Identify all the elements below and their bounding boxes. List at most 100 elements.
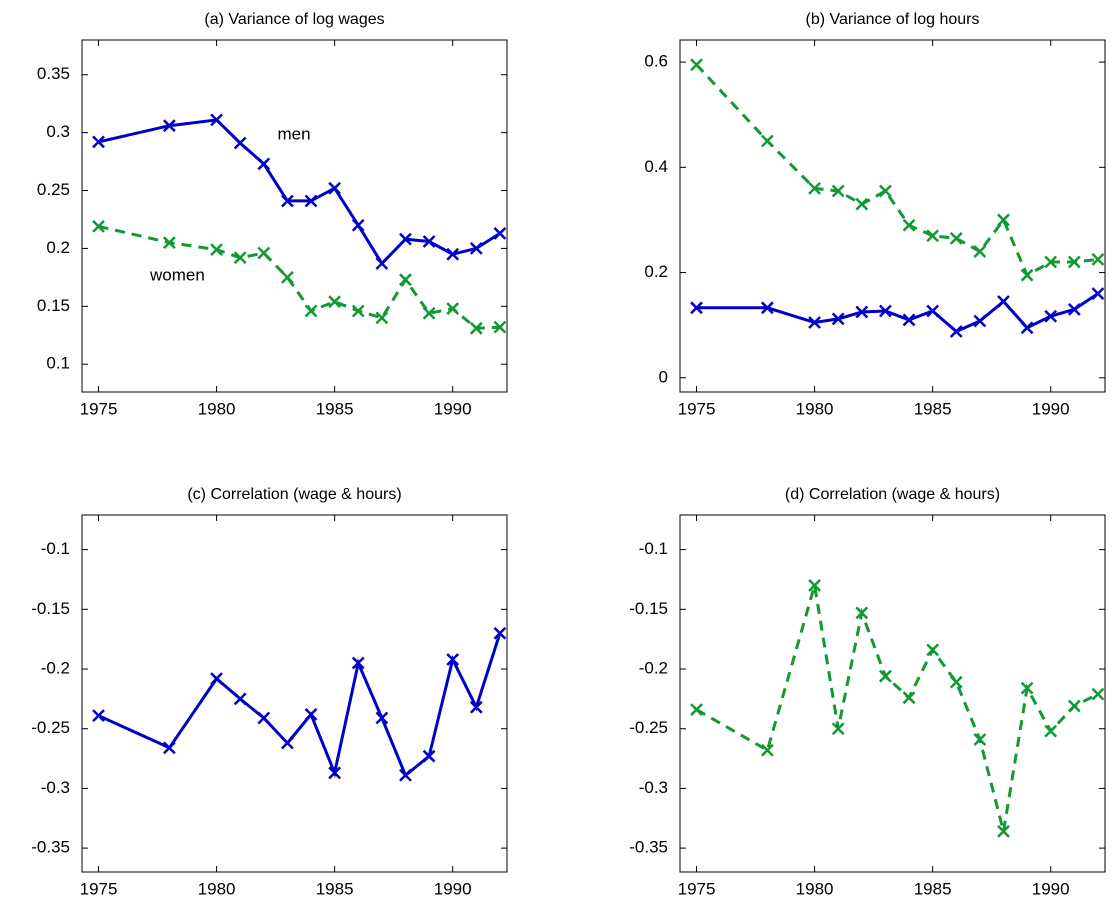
marker <box>808 181 821 195</box>
y-tick-label: -0.1 <box>41 539 70 558</box>
x-tick-label: 1980 <box>796 399 834 418</box>
marker <box>375 711 389 725</box>
marker <box>831 184 845 198</box>
marker <box>399 232 412 246</box>
marker <box>304 304 318 318</box>
marker <box>446 302 460 316</box>
x-tick-label: 1985 <box>914 879 952 898</box>
marker <box>493 320 507 334</box>
series-line <box>98 224 500 330</box>
marker <box>879 669 892 683</box>
marker <box>351 304 365 318</box>
marker <box>281 736 294 750</box>
marker <box>351 218 365 232</box>
marker <box>162 236 176 250</box>
marker <box>831 312 845 326</box>
marker <box>1044 724 1058 738</box>
marker <box>760 301 774 315</box>
marker <box>1020 268 1034 282</box>
marker <box>1091 253 1105 266</box>
plot-frame <box>81 39 508 393</box>
marker <box>760 134 774 148</box>
y-tick-label: 0.3 <box>46 122 70 141</box>
marker <box>1044 255 1058 269</box>
marker <box>210 243 223 256</box>
marker <box>690 301 703 315</box>
marker <box>1067 303 1081 316</box>
marker <box>855 606 869 620</box>
y-tick-label: -0.15 <box>629 599 668 618</box>
marker <box>92 709 105 722</box>
marker <box>469 321 483 335</box>
x-tick-label: 1975 <box>80 879 118 898</box>
marker <box>257 246 271 260</box>
marker <box>281 270 294 284</box>
marker <box>831 722 845 736</box>
chart-title: (b) Variance of log hours <box>805 11 979 28</box>
marker <box>233 692 247 706</box>
marker <box>446 247 460 261</box>
marker <box>760 743 774 757</box>
marker <box>926 304 940 318</box>
x-tick-label: 1985 <box>316 879 354 898</box>
series-line <box>695 63 1099 278</box>
marker <box>855 197 869 211</box>
x-tick-label: 1990 <box>1032 879 1070 898</box>
y-tick-label: -0.35 <box>31 838 70 857</box>
y-tick-label: -0.1 <box>639 539 668 558</box>
marker <box>210 672 223 685</box>
marker <box>351 656 365 670</box>
marker <box>973 314 987 328</box>
marker <box>902 313 916 327</box>
y-tick-label: 0.35 <box>37 64 70 83</box>
marker <box>902 691 916 705</box>
y-tick-label: 0.2 <box>644 262 668 281</box>
y-tick-label: -0.15 <box>31 599 70 618</box>
marker <box>399 273 412 287</box>
marker <box>233 136 247 150</box>
marker <box>1091 687 1105 701</box>
marker <box>233 251 247 265</box>
marker <box>690 58 703 72</box>
series-line <box>97 632 502 778</box>
y-tick-label: -0.3 <box>41 778 70 797</box>
chart-title: (c) Correlation (wage & hours) <box>187 486 401 503</box>
y-tick-label: 0.25 <box>37 180 70 199</box>
marker <box>879 304 892 318</box>
marker <box>257 711 271 725</box>
x-tick-label: 1975 <box>80 399 118 418</box>
chart-title: (d) Correlation (wage & hours) <box>785 486 1000 503</box>
marker <box>997 825 1010 838</box>
plot-frame <box>679 514 1106 873</box>
marker <box>949 325 963 338</box>
plot-frame <box>81 514 508 873</box>
x-tick-label: 1985 <box>316 399 354 418</box>
y-tick-label: 0.1 <box>46 354 70 373</box>
y-tick-label: -0.3 <box>639 778 668 797</box>
marker <box>902 218 916 232</box>
annotation: men <box>278 125 311 144</box>
x-tick-label: 1990 <box>434 879 472 898</box>
x-tick-label: 1980 <box>796 879 834 898</box>
marker <box>997 295 1010 308</box>
marker <box>162 119 176 133</box>
marker <box>210 113 223 127</box>
y-tick-label: 0.6 <box>644 52 668 71</box>
y-tick-label: -0.25 <box>31 718 70 737</box>
marker <box>1067 699 1081 713</box>
marker <box>422 749 436 763</box>
y-tick-label: 0 <box>659 367 668 386</box>
marker <box>281 194 294 208</box>
marker <box>808 316 821 329</box>
marker <box>162 741 176 755</box>
marker <box>808 579 821 592</box>
marker <box>926 229 940 243</box>
y-tick-label: -0.2 <box>41 659 70 678</box>
marker <box>328 295 342 309</box>
marker <box>399 768 412 782</box>
plot-frame <box>679 39 1106 393</box>
marker <box>949 231 963 245</box>
marker <box>422 235 436 248</box>
marker <box>879 184 892 198</box>
y-tick-label: -0.2 <box>639 659 668 678</box>
